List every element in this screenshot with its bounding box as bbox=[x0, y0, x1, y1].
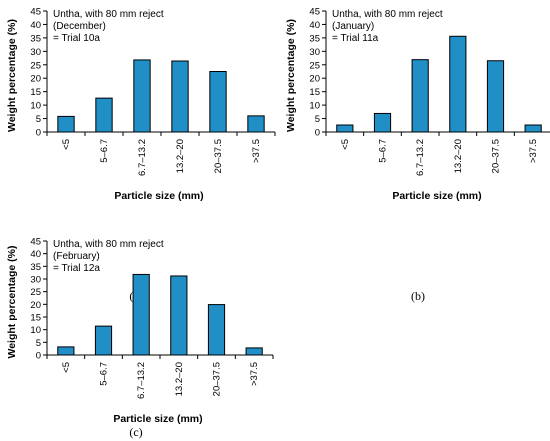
chart-annotation-line: (December) bbox=[53, 21, 106, 32]
panel-caption-c: (c) bbox=[129, 425, 142, 439]
bar bbox=[524, 124, 542, 133]
x-axis-label: Particle size (mm) bbox=[113, 413, 202, 425]
bar bbox=[245, 347, 263, 356]
x-category-label: >37.5 bbox=[251, 139, 262, 163]
x-axis-label: Particle size (mm) bbox=[114, 190, 203, 202]
chart-annotation-line: Untha, with 80 mm reject bbox=[53, 239, 164, 250]
y-tick-label: 5 bbox=[36, 114, 41, 125]
bar bbox=[411, 59, 429, 133]
x-category-label: 6.7–13.2 bbox=[415, 139, 426, 176]
bar bbox=[170, 275, 188, 356]
y-tick-label: 40 bbox=[309, 20, 320, 31]
bar bbox=[449, 35, 467, 133]
y-tick-label: 20 bbox=[30, 300, 41, 311]
y-axis-label: Weight percentage (%) bbox=[6, 19, 18, 132]
bar bbox=[57, 346, 75, 356]
bar bbox=[57, 115, 75, 133]
bar bbox=[336, 124, 354, 133]
chart-annotation-line: Untha, with 80 mm reject bbox=[332, 9, 443, 20]
x-axis-label: Particle size (mm) bbox=[392, 190, 481, 202]
y-tick-label: 10 bbox=[30, 325, 41, 336]
bar bbox=[486, 60, 505, 133]
bar bbox=[95, 97, 113, 133]
chart-annotation-line: Untha, with 80 mm reject bbox=[53, 9, 164, 20]
y-tick-label: 0 bbox=[36, 351, 41, 362]
y-axis-label: Weight percentage (%) bbox=[285, 19, 297, 132]
x-category-label: 5–6.7 bbox=[99, 362, 110, 386]
y-tick-label: 15 bbox=[30, 313, 41, 324]
x-category-label: 20–37.5 bbox=[491, 139, 502, 173]
y-tick-label: 0 bbox=[315, 128, 320, 139]
y-tick-label: 20 bbox=[309, 74, 320, 85]
y-axis-label: Weight percentage (%) bbox=[6, 246, 18, 359]
y-tick-label: 35 bbox=[30, 33, 41, 44]
bar bbox=[247, 115, 265, 133]
x-category-label: 13.2–20 bbox=[175, 139, 186, 173]
y-tick-label: 45 bbox=[309, 7, 320, 18]
y-tick-label: 20 bbox=[30, 74, 41, 85]
x-category-label: 20–37.5 bbox=[213, 139, 224, 173]
y-tick-label: 40 bbox=[30, 20, 41, 31]
y-tick-label: 30 bbox=[30, 47, 41, 58]
x-category-label: 6.7–13.2 bbox=[136, 362, 147, 399]
y-tick-label: 30 bbox=[30, 275, 41, 286]
y-tick-label: 15 bbox=[30, 87, 41, 98]
x-category-label: >37.5 bbox=[249, 362, 260, 386]
y-tick-label: 25 bbox=[30, 60, 41, 71]
bar bbox=[94, 325, 113, 356]
bar bbox=[209, 71, 227, 133]
panel-caption-b: (b) bbox=[411, 289, 425, 303]
x-category-label: 13.2–20 bbox=[174, 362, 185, 396]
x-category-label: <5 bbox=[340, 139, 351, 150]
bar bbox=[132, 273, 150, 356]
y-tick-label: 30 bbox=[309, 47, 320, 58]
bar bbox=[207, 304, 226, 356]
y-tick-label: 10 bbox=[309, 101, 320, 112]
x-category-label: 5–6.7 bbox=[378, 139, 389, 163]
x-category-label: 20–37.5 bbox=[212, 362, 223, 396]
y-tick-label: 10 bbox=[30, 101, 41, 112]
y-tick-label: 0 bbox=[36, 128, 41, 139]
chart-panel-b: 0 5 10 15 20 25 30 35 40 45 <5 5–6.7 6.7–13.2 13.2–20… bbox=[285, 7, 550, 303]
x-category-label: 6.7–13.2 bbox=[137, 139, 148, 176]
chart-annotation-line: (February) bbox=[53, 251, 100, 262]
y-tick-label: 45 bbox=[30, 237, 41, 248]
x-category-label: 13.2–20 bbox=[453, 139, 464, 173]
chart-annotation-line: = Trial 12a bbox=[53, 263, 100, 274]
x-category-label: <5 bbox=[61, 362, 72, 373]
chart-annotation-line: = Trial 11a bbox=[332, 33, 379, 44]
y-tick-label: 25 bbox=[309, 60, 320, 71]
y-tick-label: 25 bbox=[30, 287, 41, 298]
y-tick-label: 5 bbox=[315, 114, 320, 125]
x-category-label: 5–6.7 bbox=[99, 139, 110, 163]
bar bbox=[133, 59, 151, 133]
y-tick-label: 35 bbox=[309, 33, 320, 44]
chart-annotation-line: = Trial 10a bbox=[53, 33, 100, 44]
chart-annotation-line: (January) bbox=[332, 21, 374, 32]
y-tick-label: 45 bbox=[30, 7, 41, 18]
x-category-label: <5 bbox=[61, 139, 72, 150]
x-category-label: >37.5 bbox=[528, 139, 539, 163]
y-tick-label: 35 bbox=[30, 262, 41, 273]
y-tick-label: 5 bbox=[36, 338, 41, 349]
y-tick-label: 15 bbox=[309, 87, 320, 98]
bar bbox=[171, 60, 189, 133]
y-tick-label: 40 bbox=[30, 249, 41, 260]
bar bbox=[373, 112, 392, 133]
